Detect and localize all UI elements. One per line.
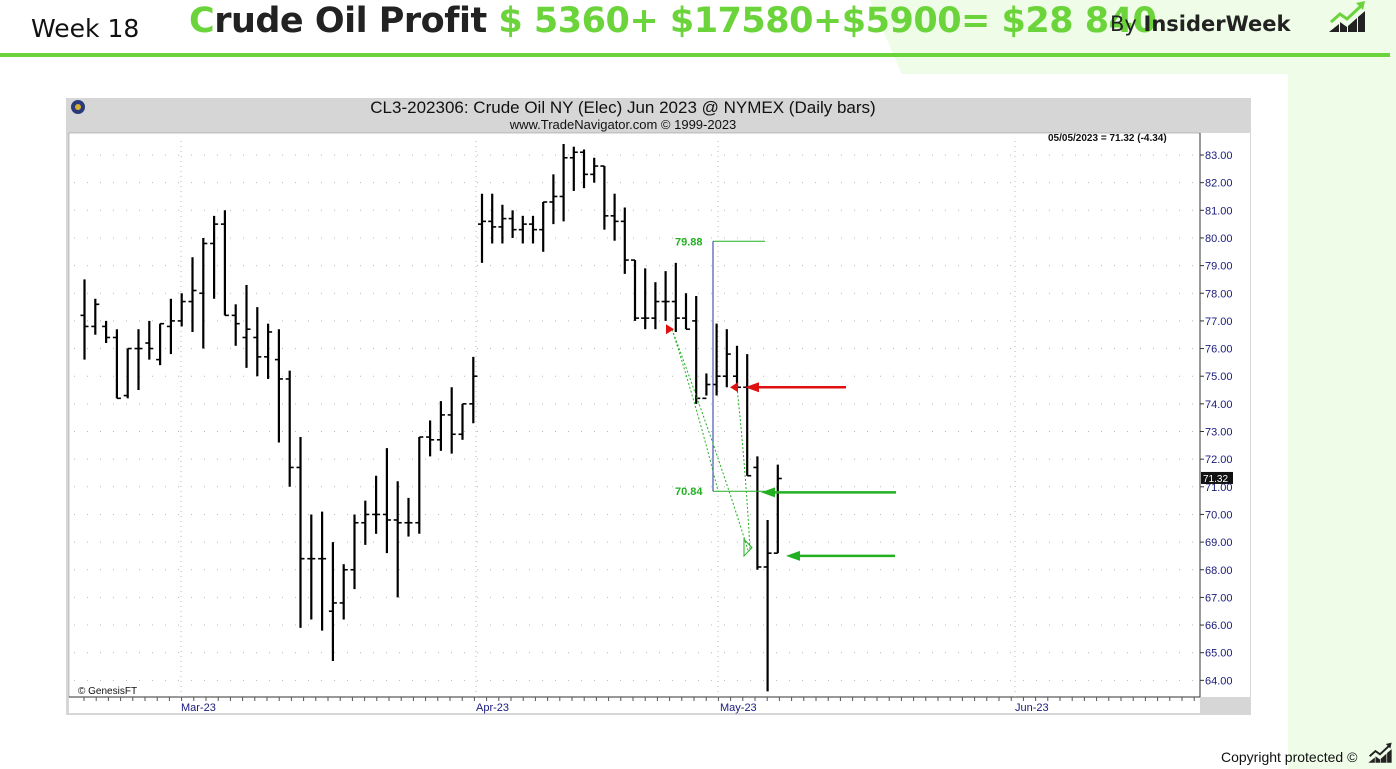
level-label: 70.84 [675,486,703,498]
week-label: Week 18 [31,14,140,43]
y-tick-label: 72.00 [1205,454,1233,466]
x-tick-label: Mar-23 [181,702,216,714]
x-axis-panel [69,697,1200,713]
y-tick-label: 65.00 [1205,648,1233,660]
title-first-letter: C [189,1,215,41]
projection-curve [736,387,751,551]
y-tick-label: 70.00 [1205,509,1233,521]
copyright-text: Copyright protected © [1221,749,1358,765]
red-arrow-head [745,382,759,393]
projection-marker [743,538,753,558]
y-tick-label: 74.00 [1205,399,1233,411]
red-marker-icon [666,324,674,335]
nav-emblem-center [75,104,81,110]
page-title: Crude Oil Profit $ 5360+ $17580+$5900= $… [189,1,1157,41]
title-amounts: $ 5360+ $17580+$5900= $28 840 [498,1,1157,41]
y-tick-label: 83.00 [1205,150,1233,162]
title-text: rude Oil Profit [214,1,499,41]
y-tick-label: 80.00 [1205,233,1233,245]
y-tick-label: 66.00 [1205,620,1233,632]
level-label: 79.88 [675,236,703,248]
by-prefix: By [1110,12,1144,36]
y-tick-label: 76.00 [1205,344,1233,356]
projection-curve [671,329,749,551]
y-tick-label: 64.00 [1205,675,1233,687]
x-tick-label: Apr-23 [476,702,509,714]
chart-subtitle: www.TradeNavigator.com © 1999-2023 [509,117,737,132]
x-tick-label: Jun-23 [1015,702,1049,714]
y-tick-label: 68.00 [1205,565,1233,577]
y-tick-label: 69.00 [1205,537,1233,549]
red-marker-icon [730,382,738,393]
y-tick-label: 75.00 [1205,371,1233,383]
y-axis-panel [1200,133,1250,697]
plot-area [68,132,1201,698]
green-arrow-head [761,487,775,498]
y-tick-label: 67.00 [1205,592,1233,604]
chart-title: CL3-202306: Crude Oil NY (Elec) Jun 2023… [370,98,876,117]
y-tick-label: 81.00 [1205,205,1233,217]
chart-credit: © GenesisFT [78,686,137,697]
y-tick-label: 78.00 [1205,288,1233,300]
chart-growth-icon-small [1368,742,1392,763]
y-tick-label: 71.00 [1205,482,1233,494]
last-price-tag-box [1201,471,1233,484]
last-price-tag: 71.32 [1203,474,1228,485]
decor-right-panel [1288,56,1396,769]
header-divider [0,53,1390,57]
y-tick-label: 77.00 [1205,316,1233,328]
last-price-info: 05/05/2023 = 71.32 (-4.34) [1048,133,1167,144]
projection-curve [671,329,719,492]
y-tick-label: 82.00 [1205,178,1233,190]
x-tick-label: May-23 [720,702,757,714]
y-tick-label: 79.00 [1205,261,1233,273]
author-name: InsiderWeek [1143,12,1291,36]
decor-top-band [870,0,1396,74]
green-arrow-head [786,550,800,561]
chart-growth-icon [1329,1,1365,32]
author-byline: By InsiderWeek [1110,12,1290,36]
y-tick-label: 73.00 [1205,427,1233,439]
